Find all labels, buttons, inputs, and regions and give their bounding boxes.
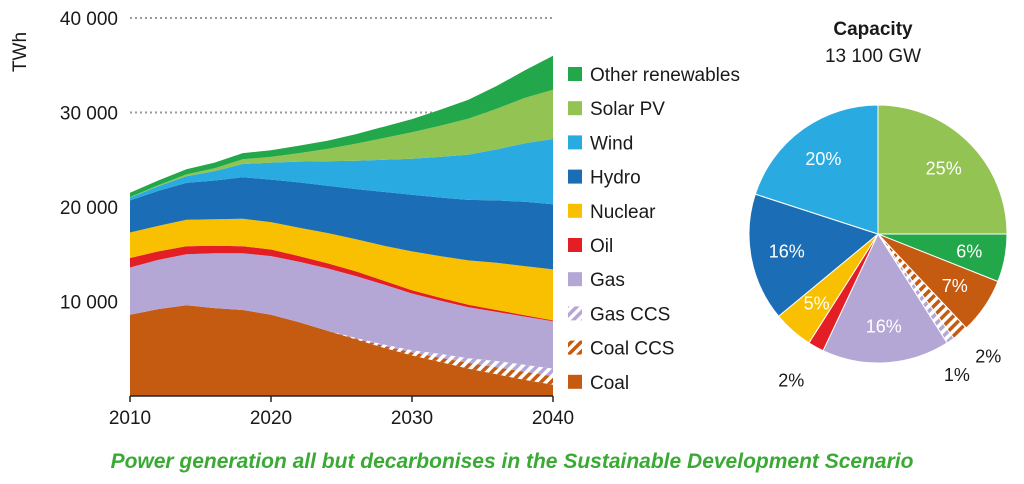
legend-label-solar-pv: Solar PV: [590, 99, 665, 120]
y-tick-label-40000: 40 000: [60, 9, 118, 30]
legend-label-gas-ccs: Gas CCS: [590, 304, 670, 325]
area-coal: [130, 305, 553, 396]
area-gas-ccs: [130, 305, 553, 377]
x-tick-label-2030: 2030: [391, 408, 433, 429]
generation-area-chart: 2010 2020 2030 2040 10 000 20 000 30 000 40 000…: [10, 9, 574, 429]
y-tick-label-30000: 30 000: [60, 104, 118, 125]
pie-label-wind: 20%: [805, 149, 841, 169]
pie-slice-gas: [822, 232, 948, 364]
pie-slice-solar-pv: [877, 104, 1008, 235]
pie-label-nuclear: 5%: [804, 294, 830, 314]
x-tick-label-2040: 2040: [532, 408, 574, 429]
pie-label-other-renewables: 6%: [956, 241, 982, 261]
area-oil: [130, 245, 553, 322]
area-gas: [130, 253, 553, 369]
legend-swatch-solar-pv: [568, 101, 582, 116]
legend: Other renewables Solar PV Wind Hydro Nuclear…: [568, 65, 740, 394]
area-nuclear: [130, 218, 553, 321]
legend-swatch-gas-ccs: [568, 306, 582, 321]
legend-label-other-renewables: Other renewables: [590, 65, 740, 86]
legend-swatch-coal-ccs: [568, 340, 582, 355]
y-tick-label-10000: 10 000: [60, 293, 118, 314]
pie-label-gas: 16%: [866, 317, 902, 337]
legend-label-nuclear: Nuclear: [590, 202, 656, 223]
area-solar-pv: [130, 89, 553, 198]
legend-swatch-hydro: [568, 169, 582, 184]
axes: 2010 2020 2030 2040 10 000 20 000 30 000 40 000: [60, 9, 574, 429]
legend-swatch-wind: [568, 135, 582, 150]
legend-label-wind: Wind: [590, 133, 633, 154]
x-tick-label-2020: 2020: [250, 408, 292, 429]
pie-label-oil: 2%: [778, 370, 804, 390]
gridlines: [130, 17, 553, 114]
legend-label-coal: Coal: [590, 373, 629, 394]
pie-title: Capacity: [833, 19, 913, 40]
pie-label-hydro: 16%: [769, 241, 805, 261]
legend-label-hydro: Hydro: [590, 168, 641, 189]
legend-label-oil: Oil: [590, 236, 613, 257]
figure-caption: Power generation all but decarbonises in…: [110, 450, 914, 473]
pie-slice-wind: [754, 104, 879, 235]
legend-swatch-other-renewables: [568, 67, 582, 81]
legend-swatch-gas: [568, 272, 582, 287]
pie-subtitle: 13 100 GW: [825, 46, 921, 67]
legend-swatch-nuclear: [568, 203, 582, 218]
area-hydro: [130, 177, 553, 270]
y-axis-label: TWh: [10, 32, 31, 72]
legend-label-coal-ccs: Coal CCS: [590, 339, 674, 360]
pie-slices: 25%6%7%2%1%16%2%5%16%20%: [748, 104, 1008, 390]
area-series: [130, 55, 553, 396]
x-tick-label-2010: 2010: [109, 408, 151, 429]
capacity-pie-chart: Capacity 13 100 GW 25%6%7%2%1%16%2%5%16%…: [748, 19, 1008, 390]
pie-label-coal-ccs: 2%: [975, 346, 1001, 366]
legend-label-gas: Gas: [590, 270, 625, 291]
pie-label-coal: 7%: [942, 276, 968, 296]
legend-swatch-oil: [568, 238, 582, 252]
pie-slice-hydro: [748, 193, 880, 317]
pie-label-solar-pv: 25%: [926, 158, 962, 178]
area-coal-ccs: [130, 305, 553, 385]
area-wind: [130, 139, 553, 205]
y-tick-label-20000: 20 000: [60, 198, 118, 219]
pie-label-gas-ccs: 1%: [944, 365, 970, 385]
legend-swatch-coal: [568, 374, 582, 389]
